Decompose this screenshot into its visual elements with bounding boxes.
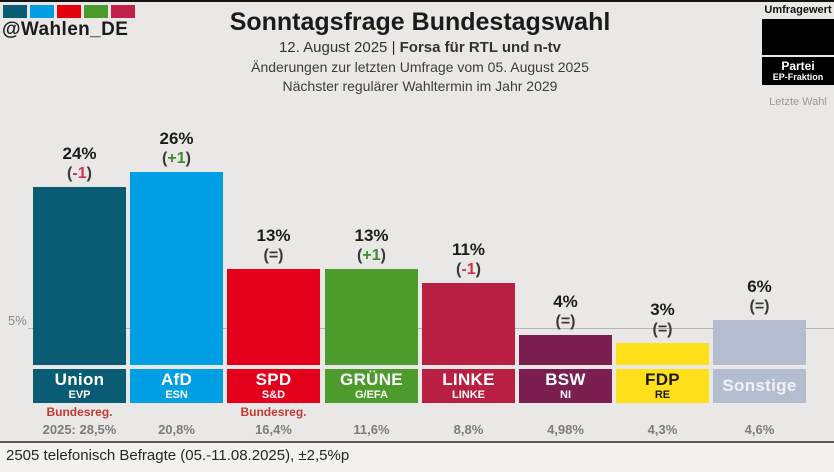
last-election-linke: 8,8% <box>453 422 484 437</box>
legend: Umfragewert Partei EP-Fraktion Letzte Wa… <box>762 4 834 108</box>
party-name-spd: SPD <box>255 369 292 389</box>
legend-party-box: Partei EP-Fraktion <box>762 57 834 85</box>
bar-fdp <box>616 343 709 365</box>
poll-value-sonstige: 6% <box>747 277 772 296</box>
last-election-spd: 16,4% <box>255 422 292 437</box>
change-value-gr-ne: (+1) <box>357 247 386 264</box>
party-name-sonstige: Sonstige <box>722 376 797 396</box>
legend-last-election-label: Letzte Wahl <box>769 96 827 108</box>
party-label-union: Union EVP <box>33 369 126 403</box>
last-election-afd: 20,8% <box>158 422 195 437</box>
bar-bsw <box>519 335 612 365</box>
government-note-spd: Bundesreg. <box>240 405 307 419</box>
last-election-gr-ne: 11,6% <box>353 422 390 437</box>
change-value-linke: (-1) <box>456 261 481 278</box>
page-title: Sonntagsfrage Bundestagswahl <box>229 8 611 36</box>
poll-value-gr-ne: 13% <box>354 226 389 245</box>
party-fraction-gr-ne: G/EFA <box>354 388 388 401</box>
party-fraction-spd: S&D <box>261 388 286 401</box>
wahlen-de-logo <box>3 5 135 18</box>
change-value-bsw: (=) <box>555 313 576 330</box>
party-name-afd: AfD <box>160 369 193 389</box>
party-label-spd: SPD S&D <box>227 369 320 403</box>
header: Sonntagsfrage Bundestagswahl 12. August … <box>160 8 680 94</box>
value-label-spd: 13% (=) <box>223 226 324 265</box>
value-label-gr-ne: 13% (+1) <box>321 226 422 265</box>
value-label-afd: 26% (+1) <box>126 129 227 168</box>
value-label-fdp: 3% (=) <box>612 300 713 339</box>
party-name-fdp: FDP <box>645 369 680 389</box>
party-fraction-afd: ESN <box>165 388 188 401</box>
change-note: Änderungen zur letzten Umfrage vom 05. A… <box>251 59 589 75</box>
change-value-fdp: (=) <box>652 321 673 338</box>
legend-poll-value-label: Umfragewert <box>764 4 832 16</box>
date-source-line: 12. August 2025 | Forsa für RTL und n-tv <box>160 39 680 56</box>
party-name-linke: LINKE <box>442 369 495 389</box>
value-label-union: 24% (-1) <box>29 144 130 183</box>
last-election-fdp: 4,3% <box>647 422 678 437</box>
party-label-sonstige: Sonstige <box>713 369 806 403</box>
legend-party-label: Partei <box>781 58 815 73</box>
bar-union <box>33 187 126 365</box>
top-edge-strip <box>0 0 834 2</box>
poll-date: 12. August 2025 <box>278 39 392 56</box>
party-label-linke: LINKE LINKE <box>422 369 515 403</box>
footer-divider <box>0 441 834 443</box>
party-name-gr-ne: GRÜNE <box>340 369 403 389</box>
change-value-spd: (=) <box>263 247 284 264</box>
party-fraction-fdp: RE <box>654 388 671 401</box>
party-label-afd: AfD ESN <box>130 369 223 403</box>
poll-value-linke: 11% <box>451 240 486 259</box>
poll-source: Forsa für RTL und n-tv <box>399 39 562 56</box>
legend-fraction-label: EP-Fraktion <box>772 71 824 82</box>
poll-value-fdp: 3% <box>650 300 675 319</box>
poll-value-afd: 26% <box>159 129 194 148</box>
legend-sample-bar <box>762 19 834 55</box>
change-value-sonstige: (=) <box>749 298 770 315</box>
separator: | <box>391 39 400 56</box>
value-label-bsw: 4% (=) <box>515 292 616 331</box>
bar-sonstige <box>713 320 806 365</box>
change-value-union: (-1) <box>67 165 92 182</box>
last-election-bsw: 4,98% <box>547 422 584 437</box>
party-label-gr-ne: GRÜNE G/EFA <box>325 369 418 403</box>
party-name-union: Union <box>54 369 105 389</box>
value-label-linke: 11% (-1) <box>418 240 519 279</box>
party-fraction-bsw: NI <box>560 388 571 401</box>
bar-linke <box>422 283 515 365</box>
party-name-bsw: BSW <box>545 369 586 389</box>
bar-gr-ne <box>325 269 418 365</box>
twitter-handle: @Wahlen_DE <box>2 19 129 40</box>
last-election-union: 2025: 28,5% <box>42 422 117 437</box>
party-fraction-linke: LINKE <box>452 388 485 401</box>
poll-value-bsw: 4% <box>553 292 578 311</box>
change-value-afd: (+1) <box>162 150 191 167</box>
logo-square-5 <box>111 5 135 18</box>
government-note-union: Bundesreg. <box>46 405 113 419</box>
axis-tick-label: 5% <box>8 313 27 328</box>
bar-spd <box>227 269 320 365</box>
poll-value-union: 24% <box>62 144 97 163</box>
last-election-sonstige: 4,6% <box>744 422 775 437</box>
logo-square-3 <box>57 5 81 18</box>
poll-value-spd: 13% <box>256 226 291 245</box>
footer: 2505 telefonisch Befragte (05.-11.08.202… <box>0 443 834 472</box>
bar-afd <box>130 172 223 365</box>
logo-square-4 <box>84 5 108 18</box>
methodology-note: 2505 telefonisch Befragte (05.-11.08.202… <box>6 447 350 464</box>
party-label-fdp: FDP RE <box>616 369 709 403</box>
party-fraction-union: EVP <box>68 388 91 401</box>
logo-square-2 <box>30 5 54 18</box>
party-label-bsw: BSW NI <box>519 369 612 403</box>
next-election-note: Nächster regulärer Wahltermin im Jahr 20… <box>282 78 558 94</box>
logo-square-1 <box>3 5 27 18</box>
value-label-sonstige: 6% (=) <box>709 277 810 316</box>
